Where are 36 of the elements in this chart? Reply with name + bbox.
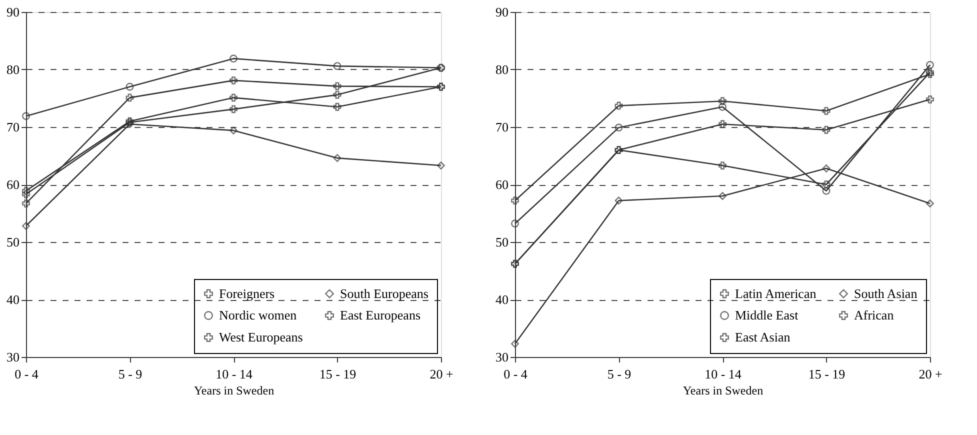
y-tick-label: 90 bbox=[6, 4, 20, 20]
y-tick-label: 60 bbox=[496, 177, 508, 192]
legend-label: Foreigners bbox=[219, 286, 275, 301]
y-tick-label: 80 bbox=[6, 62, 20, 77]
y-tick-label: 90 bbox=[496, 4, 508, 20]
legend-label: African bbox=[854, 308, 894, 322]
legend-label: Middle East bbox=[735, 308, 799, 322]
x-tick-label: 15 - 19 bbox=[808, 366, 846, 382]
x-tick-label: 15 - 19 bbox=[319, 366, 356, 382]
legend-label: South Europeans bbox=[340, 286, 428, 301]
x-tick-label: 20 + bbox=[430, 366, 454, 382]
legend-label: West Europeans bbox=[219, 330, 303, 344]
legend-label: South Asian bbox=[854, 286, 918, 301]
legend-label: Nordic women bbox=[219, 308, 298, 322]
x-axis-title: Years in Sweden bbox=[194, 384, 274, 398]
y-tick-label: 30 bbox=[6, 350, 20, 364]
x-tick-label: 0 - 4 bbox=[14, 366, 39, 382]
y-tick-label: 80 bbox=[496, 62, 508, 77]
legend-label: East Europeans bbox=[340, 308, 421, 322]
x-axis-title: Years in Sweden bbox=[682, 384, 764, 398]
x-tick-label: 10 - 14 bbox=[216, 366, 253, 382]
legend-label: East Asian bbox=[735, 330, 791, 344]
x-tick-label: 5 - 9 bbox=[118, 366, 142, 382]
legend-label: Latin American bbox=[735, 286, 817, 301]
x-tick-label: 5 - 9 bbox=[607, 366, 632, 382]
y-tick-label: 50 bbox=[6, 234, 20, 250]
x-tick-label: 10 - 14 bbox=[704, 366, 742, 382]
y-tick-label: 60 bbox=[6, 177, 20, 192]
y-tick-label: 70 bbox=[496, 120, 508, 134]
y-tick-label: 50 bbox=[496, 234, 508, 250]
y-tick-label: 40 bbox=[6, 292, 20, 307]
y-tick-label: 30 bbox=[496, 350, 508, 364]
x-tick-label: 0 - 4 bbox=[504, 366, 528, 382]
y-tick-label: 70 bbox=[6, 120, 20, 134]
y-tick-label: 40 bbox=[496, 292, 508, 307]
x-tick-label: 20 + bbox=[918, 366, 942, 382]
